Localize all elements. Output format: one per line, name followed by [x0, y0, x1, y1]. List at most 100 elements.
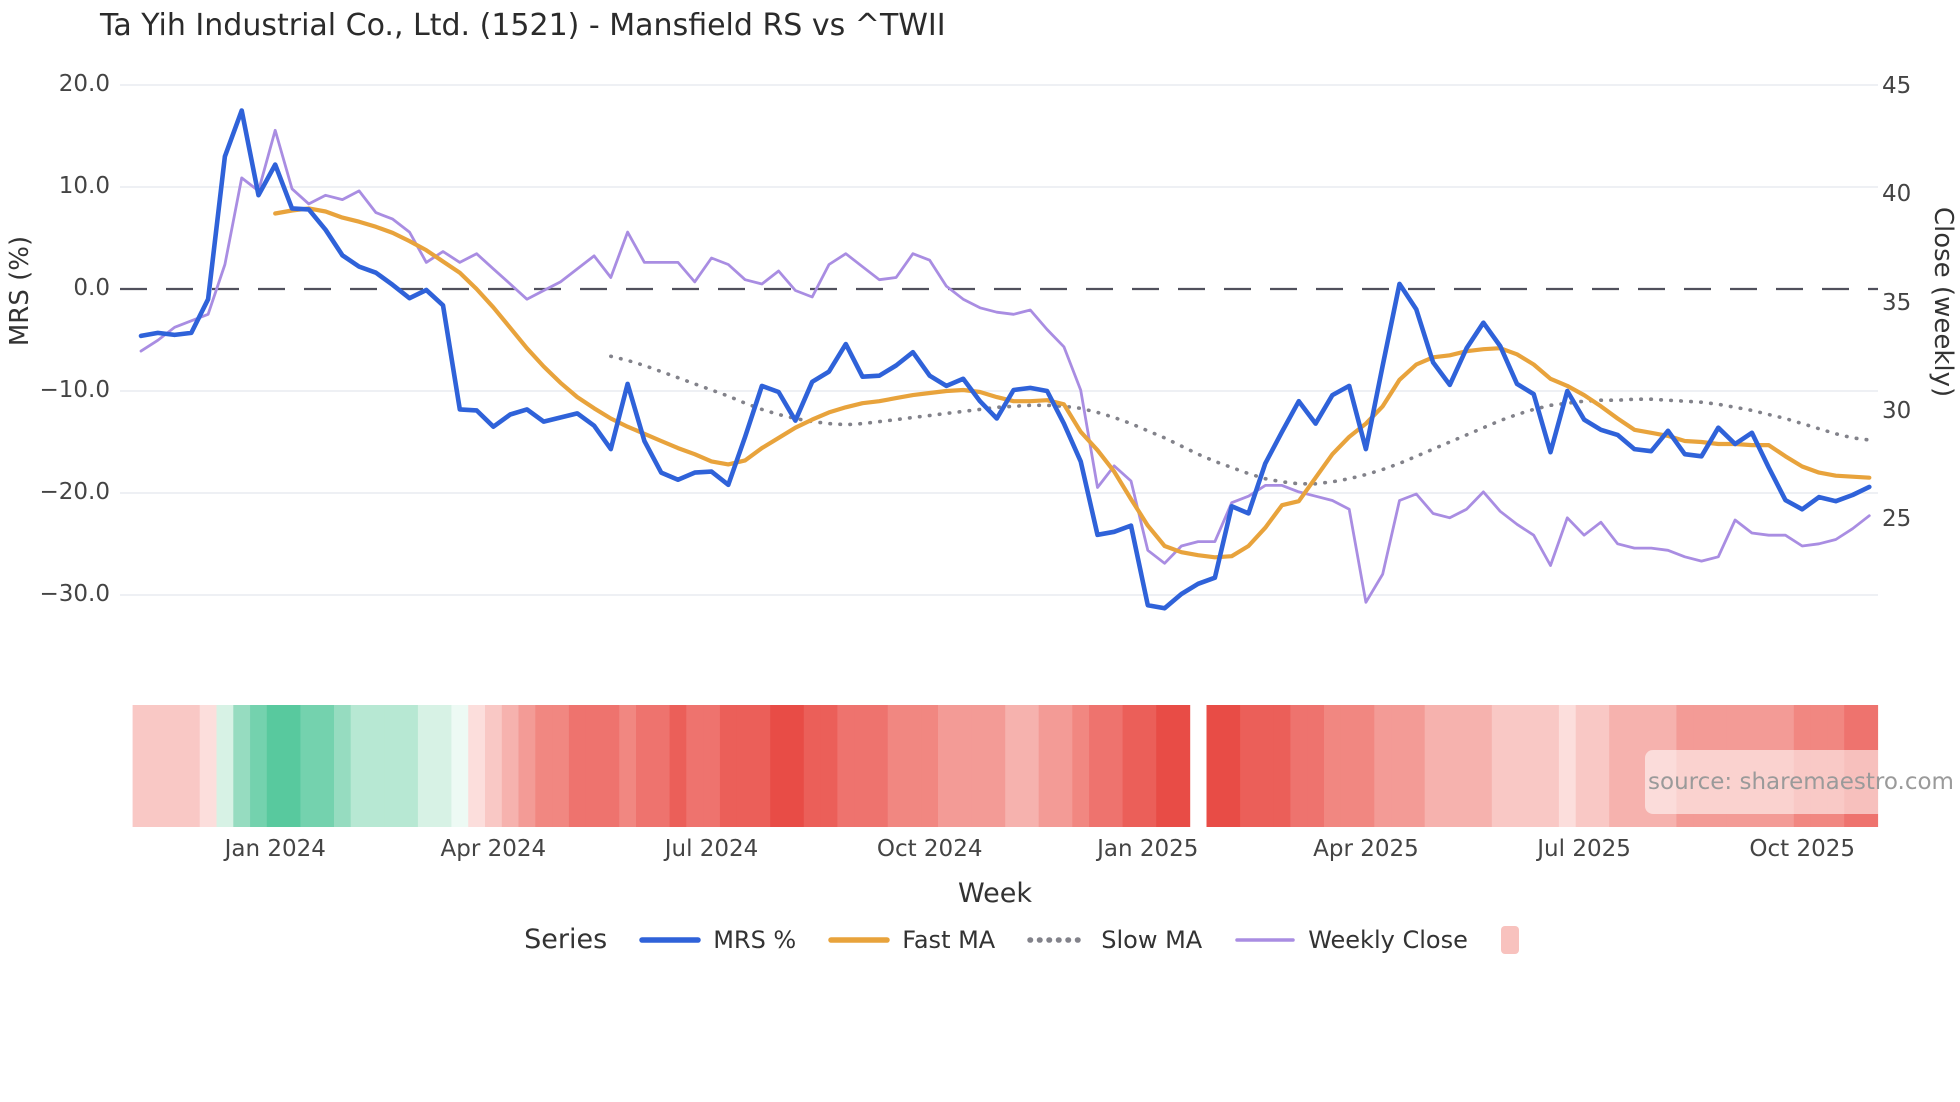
heatmap-cell[interactable]	[1290, 705, 1308, 827]
heatmap-cell[interactable]	[350, 705, 368, 827]
heatmap-cell[interactable]	[250, 705, 268, 827]
heatmap-cell[interactable]	[636, 705, 654, 827]
heatmap-cell[interactable]	[1139, 705, 1157, 827]
heatmap-cell[interactable]	[417, 705, 436, 827]
heatmap-cell[interactable]	[1240, 705, 1258, 827]
heatmap-cell[interactable]	[1424, 705, 1442, 827]
heatmap-cell[interactable]	[1407, 705, 1426, 827]
series-weekly-close[interactable]	[139, 128, 1871, 604]
heatmap-cell[interactable]	[182, 705, 201, 827]
heatmap-cell[interactable]	[1122, 705, 1140, 827]
heatmap-cell[interactable]	[954, 705, 972, 827]
heatmap-cell[interactable]	[619, 705, 637, 827]
heatmap-cell[interactable]	[518, 705, 536, 827]
heatmap-cell[interactable]	[1391, 705, 1409, 827]
heatmap-cell[interactable]	[552, 705, 570, 827]
heatmap-cell[interactable]	[535, 705, 553, 827]
heatmap-cell[interactable]	[216, 705, 234, 827]
heatmap-cell[interactable]	[384, 705, 402, 827]
heatmap-cell[interactable]	[1324, 705, 1342, 827]
heatmap-cell[interactable]	[870, 705, 889, 827]
heatmap-cell[interactable]	[1609, 705, 1627, 827]
heatmap-cell[interactable]	[719, 705, 738, 827]
heatmap-cell[interactable]	[1021, 705, 1040, 827]
heatmap-cell[interactable]	[971, 705, 989, 827]
legend-item-heatmap[interactable]	[1500, 925, 1520, 955]
heatmap-cell[interactable]	[317, 705, 335, 827]
heatmap-cell[interactable]	[401, 705, 419, 827]
heatmap-cell[interactable]	[1357, 705, 1375, 827]
heatmap-cell[interactable]	[501, 705, 519, 827]
heatmap-cell[interactable]	[602, 705, 620, 827]
heatmap-cell[interactable]	[485, 705, 503, 827]
legend-item-slow-ma[interactable]: Slow MA	[1027, 926, 1202, 954]
heatmap-cell[interactable]	[1055, 705, 1073, 827]
heatmap-cell[interactable]	[1441, 705, 1459, 827]
heatmap-cell[interactable]	[1374, 705, 1392, 827]
heatmap-cell[interactable]	[703, 705, 721, 827]
heatmap-cell[interactable]	[568, 705, 587, 827]
heatmap-cell[interactable]	[1038, 705, 1056, 827]
heatmap-cell[interactable]	[434, 705, 452, 827]
heatmap-cell[interactable]	[1005, 705, 1023, 827]
heatmap-cell[interactable]	[233, 705, 251, 827]
legend-item-fast-ma[interactable]: Fast MA	[828, 926, 995, 954]
heatmap-cell[interactable]	[1575, 705, 1593, 827]
heatmap-cell[interactable]	[1558, 705, 1577, 827]
heatmap-cell[interactable]	[1273, 705, 1291, 827]
heatmap-cell[interactable]	[669, 705, 687, 827]
heatmap-cell[interactable]	[837, 705, 855, 827]
heatmap-cell[interactable]	[1525, 705, 1543, 827]
heatmap-cell[interactable]	[166, 705, 184, 827]
heatmap-cell[interactable]	[921, 705, 939, 827]
legend-item-mrs[interactable]: MRS %	[639, 926, 796, 954]
heatmap-cell[interactable]	[266, 705, 284, 827]
heatmap-cell[interactable]	[1508, 705, 1526, 827]
heatmap-cell[interactable]	[988, 705, 1006, 827]
heatmap-cell[interactable]	[1156, 705, 1174, 827]
heatmap-cell[interactable]	[787, 705, 805, 827]
heatmap-cell[interactable]	[820, 705, 838, 827]
heatmap-cell[interactable]	[283, 705, 301, 827]
heatmap-cell[interactable]	[1256, 705, 1275, 827]
heatmap-cell[interactable]	[1223, 705, 1241, 827]
series-fast-ma[interactable]	[273, 206, 1872, 560]
heatmap-cell[interactable]	[1458, 705, 1476, 827]
heatmap-cell[interactable]	[468, 705, 486, 827]
heatmap-cell[interactable]	[904, 705, 922, 827]
legend-item-weekly-close[interactable]: Weekly Close	[1234, 926, 1468, 954]
heatmap-cell[interactable]	[686, 705, 704, 827]
heatmap-cell[interactable]	[652, 705, 670, 827]
heatmap-cell[interactable]	[1542, 705, 1560, 827]
heatmap-cell[interactable]	[803, 705, 821, 827]
heatmap-cell[interactable]	[451, 705, 469, 827]
heatmap-cell[interactable]	[753, 705, 771, 827]
heatmap-cell[interactable]	[199, 705, 217, 827]
heatmap-cell[interactable]	[1475, 705, 1493, 827]
heatmap-cell[interactable]	[938, 705, 956, 827]
heatmap-cell[interactable]	[1072, 705, 1090, 827]
heatmap-cell[interactable]	[1592, 705, 1610, 827]
series-mrs[interactable]	[138, 108, 1872, 611]
heatmap-cell[interactable]	[770, 705, 788, 827]
heatmap-cell[interactable]	[149, 705, 167, 827]
heatmap-cell[interactable]	[887, 705, 905, 827]
heatmap-cell[interactable]	[132, 705, 150, 827]
heatmap-cell[interactable]	[1491, 705, 1509, 827]
heatmap-cell[interactable]	[736, 705, 754, 827]
heatmap-cell[interactable]	[1307, 705, 1325, 827]
heatmap-cell[interactable]	[1105, 705, 1123, 827]
series-slow-ma[interactable]	[608, 354, 1872, 486]
heatmap-cell[interactable]	[1626, 705, 1644, 827]
heatmap-cell[interactable]	[1173, 705, 1191, 827]
heatmap-cell[interactable]	[1206, 705, 1224, 827]
heatmap-cell[interactable]	[367, 705, 385, 827]
heatmap-cell[interactable]	[300, 705, 318, 827]
heatmap-cell[interactable]	[854, 705, 872, 827]
heatmap-cell[interactable]	[334, 705, 352, 827]
heatmap-cell[interactable]	[1340, 705, 1358, 827]
heatmap-cell[interactable]	[1089, 705, 1107, 827]
heatmap-cell[interactable]	[585, 705, 603, 827]
